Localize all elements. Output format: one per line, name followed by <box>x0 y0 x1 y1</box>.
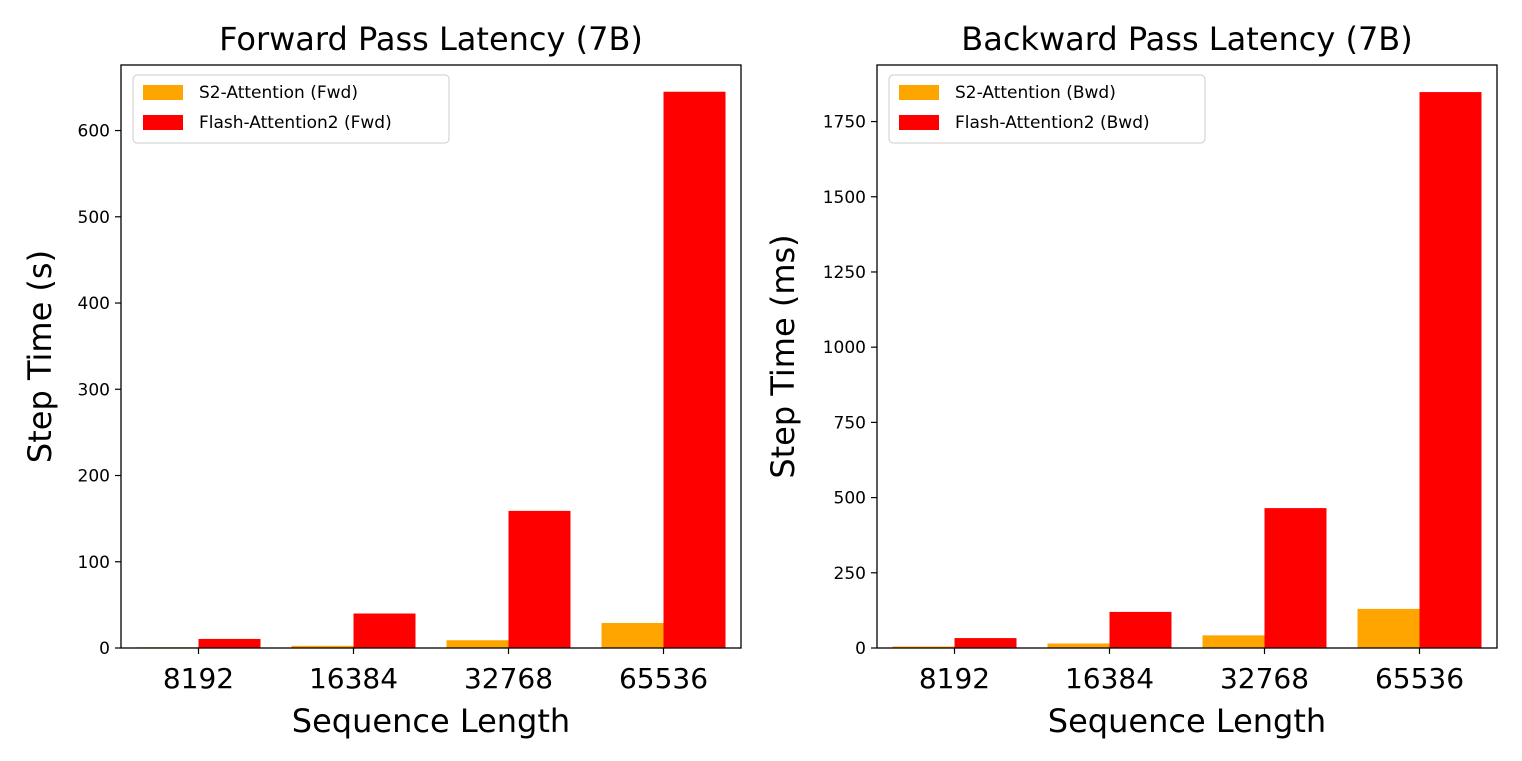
y-tick-label: 200 <box>78 467 110 487</box>
bar-flash-65536 <box>1419 92 1482 648</box>
bar-flash-32768 <box>508 510 571 648</box>
y-tick-label: 300 <box>78 380 110 400</box>
x-axis-label: Sequence Length <box>1048 702 1326 740</box>
y-tick-label: 0 <box>855 639 866 659</box>
y-axis-label: Step Time (s) <box>21 250 59 463</box>
y-tick-label: 1000 <box>823 338 866 358</box>
x-axis-label: Sequence Length <box>292 702 570 740</box>
bar-flash-8192 <box>954 638 1017 648</box>
legend-swatch <box>899 115 939 130</box>
legend-label: S2-Attention (Fwd) <box>199 83 358 103</box>
y-tick-label: 750 <box>834 413 866 433</box>
x-tick-label: 32768 <box>1220 662 1309 695</box>
bar-flash-65536 <box>663 91 726 649</box>
legend-label: S2-Attention (Bwd) <box>955 83 1116 103</box>
bar-flash-32768 <box>1264 508 1327 648</box>
x-tick-label: 16384 <box>1065 662 1154 695</box>
bar-flash-8192 <box>198 638 261 648</box>
y-tick-label: 1500 <box>823 188 866 208</box>
y-tick-label: 1250 <box>823 263 866 283</box>
x-tick-label: 8192 <box>919 662 990 695</box>
plot-frame <box>876 64 1498 649</box>
chart-title: Backward Pass Latency (7B) <box>961 20 1412 58</box>
chart-panel-1: 0 100 200 300 400 500 600 8192 16384 32768 65536 Fo… <box>21 20 742 740</box>
legend-swatch <box>143 85 183 100</box>
legend-swatch <box>899 85 939 100</box>
bar-flash-16384 <box>353 613 416 648</box>
x-tick-label: 32768 <box>464 662 553 695</box>
x-tick-label: 65536 <box>1375 662 1464 695</box>
x-tick-label: 8192 <box>163 662 234 695</box>
y-tick-label: 500 <box>834 489 866 509</box>
y-tick-label: 250 <box>834 564 866 584</box>
y-tick-label: 400 <box>78 294 110 314</box>
y-tick-label: 600 <box>78 122 110 142</box>
legend-swatch <box>143 115 183 130</box>
bar-s2-8192 <box>892 646 955 648</box>
legend <box>888 74 1206 144</box>
bar-s2-65536 <box>601 622 664 648</box>
chart-panel-2: 0 250 500 750 1000 1250 1500 1750 8192 16384 32768… <box>764 20 1498 740</box>
plot-frame <box>120 64 742 649</box>
y-axis-label: Step Time (ms) <box>764 234 802 478</box>
y-tick-label: 100 <box>78 553 110 573</box>
legend-label: Flash-Attention2 (Bwd) <box>955 113 1150 133</box>
y-tick-label: 500 <box>78 208 110 228</box>
chart-title: Forward Pass Latency (7B) <box>219 20 643 58</box>
bar-s2-16384 <box>1047 643 1110 648</box>
x-tick-label: 16384 <box>309 662 398 695</box>
bar-s2-65536 <box>1357 608 1420 648</box>
x-tick-label: 65536 <box>619 662 708 695</box>
y-tick-label: 0 <box>99 639 110 659</box>
legend <box>132 74 450 144</box>
legend-label: Flash-Attention2 (Fwd) <box>199 113 392 133</box>
y-tick-label: 1750 <box>823 113 866 133</box>
bar-s2-32768 <box>1202 635 1265 648</box>
bar-flash-16384 <box>1109 611 1172 648</box>
bar-s2-32768 <box>446 640 509 648</box>
bar-s2-16384 <box>291 645 354 648</box>
